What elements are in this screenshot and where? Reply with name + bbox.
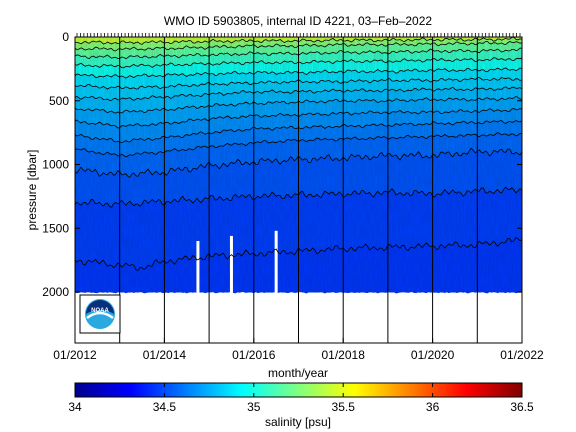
y-tick-label: 1000 (42, 158, 69, 172)
plot-frame (74, 36, 523, 344)
y-tick-label: 1500 (42, 221, 69, 235)
y-axis-label: pressure [dbar] (25, 150, 39, 231)
colorbar-ticks: 34 34.5 35 35.5 36 36.5 (68, 383, 534, 414)
x-tick-label: 01/2020 (411, 348, 455, 362)
colorbar-gradient (74, 382, 523, 398)
chart-title: WMO ID 5903805, internal ID 4221, 03–Feb… (164, 14, 432, 28)
y-tick-label: 2000 (42, 285, 69, 299)
data-gap (229, 235, 233, 294)
y-tick-label: 0 (62, 30, 69, 44)
data-gap (196, 241, 200, 294)
y-tick-label: 500 (49, 94, 69, 108)
x-axis-label: month/year (268, 366, 328, 380)
colorbar-tick-label: 35 (247, 400, 261, 414)
colorbar-tick-label: 34.5 (153, 400, 177, 414)
noaa-logo: NOAA (79, 294, 121, 334)
colorbar-tick-label: 35.5 (332, 400, 356, 414)
data-gap (274, 230, 278, 294)
colorbar: 34 34.5 35 35.5 36 36.5 (68, 382, 534, 414)
svg-text:NOAA: NOAA (91, 308, 109, 314)
colorbar-label: salinity [psu] (265, 415, 331, 429)
plot-area: 01/2012 01/2014 01/2016 01/2018 01/2020 01/20… (42, 30, 544, 362)
x-tick-label: 01/2022 (500, 348, 544, 362)
x-tick-label: 01/2012 (53, 348, 97, 362)
colorbar-tick-label: 36 (426, 400, 440, 414)
colorbar-tick-label: 34 (68, 400, 82, 414)
profile-ticks (76, 33, 521, 37)
x-tick-label: 01/2018 (322, 348, 366, 362)
colorbar-tick-label: 36.5 (510, 400, 534, 414)
x-tick-label: 01/2016 (232, 348, 276, 362)
y-axis: 0 500 1000 1500 2000 (42, 30, 522, 299)
x-axis: 01/2012 01/2014 01/2016 01/2018 01/2020 01/20… (53, 338, 544, 362)
x-tick-label: 01/2014 (143, 348, 187, 362)
data-gaps (196, 230, 278, 294)
